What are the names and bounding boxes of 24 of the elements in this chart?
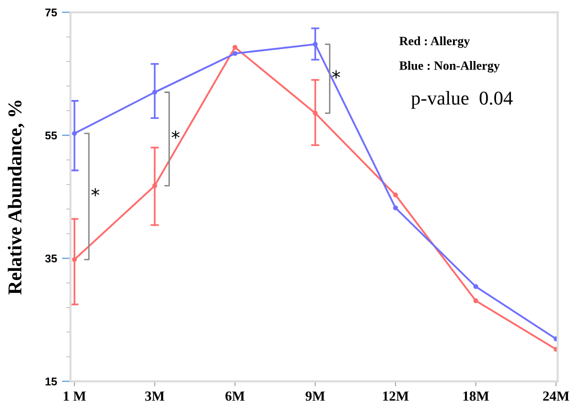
point <box>473 284 478 290</box>
y-tick-label: 35 <box>45 254 57 262</box>
point <box>393 192 398 198</box>
x-tick-label: 1 M <box>64 391 86 401</box>
point <box>473 298 478 304</box>
x-tick-label: 12M <box>383 391 409 401</box>
annotation: * <box>91 188 100 196</box>
annotation: Red : Allergy <box>399 36 470 48</box>
y-axis-title: Relative Abundance, % <box>8 100 24 295</box>
annotation: p-value 0.04 <box>411 91 513 109</box>
annotation: * <box>332 70 340 79</box>
y-tick-label: 15 <box>46 378 57 386</box>
annotation: * <box>172 130 180 139</box>
x-tick-label: 6M <box>225 391 245 401</box>
y-tick-label: 75 <box>45 8 57 16</box>
x-tick-label: 3M <box>145 391 164 401</box>
y-tick-label: 55 <box>45 132 57 140</box>
annotation: Blue : Non-Allergy <box>399 61 500 72</box>
x-tick-label: 24M <box>543 391 570 401</box>
point <box>232 51 238 56</box>
x-tick-label: 9M <box>306 391 325 401</box>
point <box>232 44 238 50</box>
x-tick-label: 18M <box>463 391 489 401</box>
point <box>393 205 398 210</box>
